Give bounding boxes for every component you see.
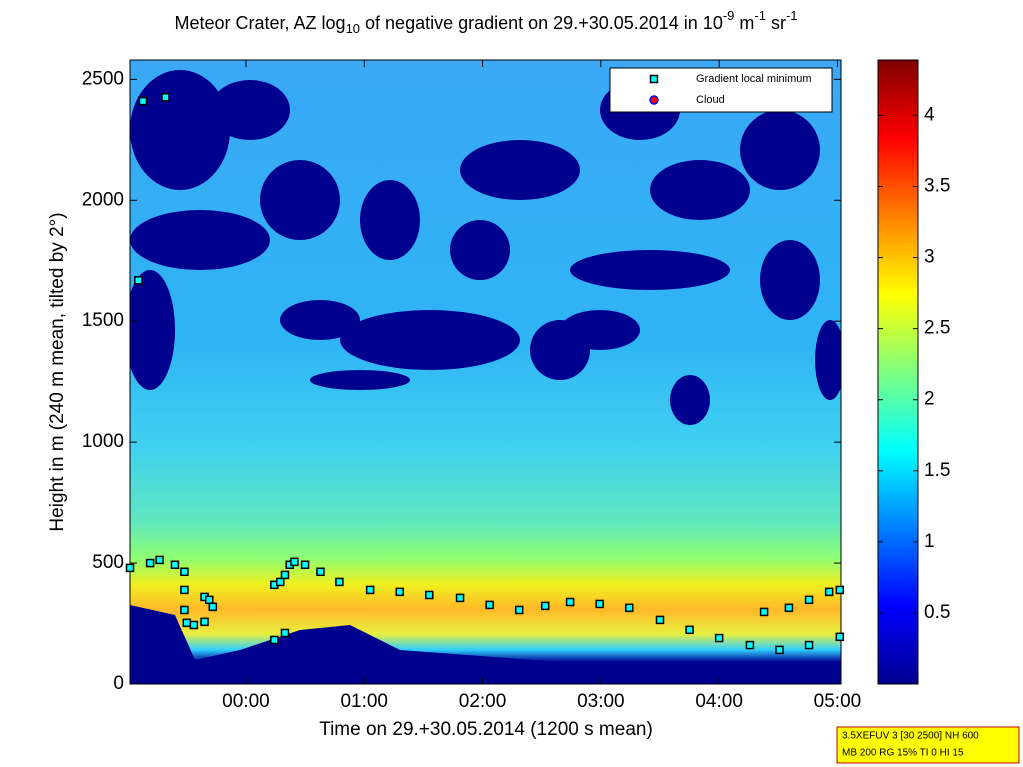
marker xyxy=(275,577,285,587)
marker xyxy=(540,601,550,611)
marker xyxy=(170,560,180,570)
title-part: Meteor Crater, AZ log xyxy=(174,13,345,33)
marker xyxy=(316,567,325,577)
marker xyxy=(189,620,199,630)
legend xyxy=(609,67,833,113)
marker xyxy=(455,593,465,603)
marker xyxy=(180,567,189,577)
marker xyxy=(180,585,189,595)
colorbar-tick-label: 0.5 xyxy=(924,602,950,623)
marker xyxy=(824,587,834,597)
x-tick-label: 04:00 xyxy=(695,691,743,712)
title-part: -1 xyxy=(754,8,766,23)
colorbar-tick-label: 1.5 xyxy=(924,460,950,481)
marker xyxy=(485,600,494,610)
marker xyxy=(138,96,148,106)
y-axis-label: Height in m (240 m mean, tilted by 2°) xyxy=(47,212,68,531)
marker xyxy=(280,570,290,580)
marker xyxy=(205,595,214,605)
info-line: MB 200 RG 15% TI 0 HI 15 xyxy=(842,748,964,759)
title-part: 10 xyxy=(346,21,360,36)
y-tick-label: 500 xyxy=(92,552,124,573)
x-axis-label: Time on 29.+30.05.2014 (1200 s mean) xyxy=(319,719,653,740)
title-part: -9 xyxy=(723,8,735,23)
marker xyxy=(759,607,769,617)
marker xyxy=(182,618,192,628)
x-tick-label: 03:00 xyxy=(577,691,625,712)
colorbar-tick-label: 2.5 xyxy=(924,318,950,339)
colorbar-tick-label: 3 xyxy=(924,247,935,268)
marker xyxy=(200,617,209,627)
marker xyxy=(335,577,344,587)
colorbar-tick-label: 3.5 xyxy=(924,176,950,197)
marker xyxy=(425,590,434,600)
info-line: 3.5XEFUV 3 [30 2500] NH 600 xyxy=(842,731,979,742)
title-part: sr xyxy=(766,13,786,33)
heatmap xyxy=(130,60,841,684)
marker xyxy=(745,640,755,650)
marker xyxy=(280,628,290,638)
marker xyxy=(208,602,218,612)
x-tick-label: 00:00 xyxy=(222,691,270,712)
marker xyxy=(565,597,575,607)
y-tick-label: 2000 xyxy=(82,189,124,210)
colorbar-tick-label: 2 xyxy=(924,389,935,410)
y-tick-label: 1500 xyxy=(82,310,124,331)
x-tick-label: 02:00 xyxy=(459,691,507,712)
marker xyxy=(835,632,845,642)
legend-marker xyxy=(649,95,659,105)
marker xyxy=(624,603,634,613)
marker xyxy=(155,555,164,565)
marker xyxy=(804,640,814,650)
marker xyxy=(395,587,404,597)
y-tick-label: 2500 xyxy=(82,68,124,89)
chart-title: Meteor Crater, AZ log10 of negative grad… xyxy=(174,8,797,36)
marker xyxy=(161,92,170,102)
title-part: m xyxy=(734,13,754,33)
marker xyxy=(365,585,375,595)
title-part: of negative gradient on 29.+30.05.2014 i… xyxy=(360,13,723,33)
info-box xyxy=(836,726,1020,764)
marker xyxy=(775,645,784,655)
y-tick-label: 0 xyxy=(113,673,124,694)
marker xyxy=(804,595,814,605)
marker xyxy=(714,633,724,643)
legend-label: Cloud xyxy=(696,94,725,106)
marker xyxy=(270,635,279,645)
legend-marker xyxy=(649,74,659,84)
colorbar-tick-label: 1 xyxy=(924,531,935,552)
marker xyxy=(300,560,310,570)
marker xyxy=(595,599,604,609)
marker xyxy=(290,557,299,567)
marker xyxy=(134,276,143,285)
marker xyxy=(655,615,665,625)
y-tick-label: 1000 xyxy=(82,431,124,452)
marker xyxy=(835,585,845,595)
title-part: -1 xyxy=(786,8,798,23)
marker xyxy=(685,625,694,635)
plot-frame xyxy=(129,59,842,685)
marker xyxy=(125,563,135,573)
marker xyxy=(145,558,155,568)
marker xyxy=(180,605,189,615)
title-text: Meteor Crater, AZ log10 of negative grad… xyxy=(174,8,797,36)
colorbar-tick-label: 4 xyxy=(924,104,935,125)
legend-label: Gradient local minimum xyxy=(696,73,812,85)
marker xyxy=(514,605,524,615)
x-tick-label: 01:00 xyxy=(340,691,388,712)
marker xyxy=(784,603,794,613)
colorbar xyxy=(877,59,919,685)
x-tick-label: 05:00 xyxy=(814,691,862,712)
